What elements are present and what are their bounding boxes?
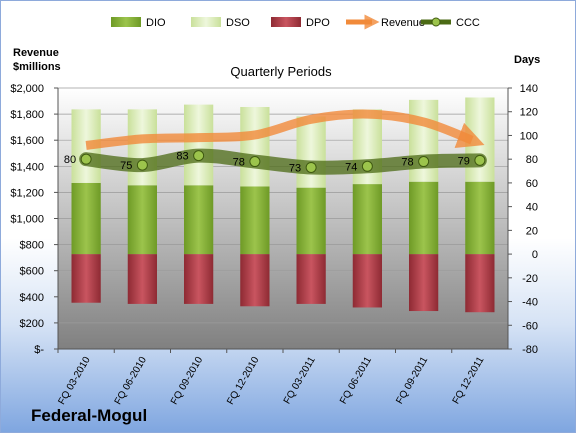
right-tick-label: 100 [520,130,538,142]
left-tick-label: $400 [20,292,44,304]
right-tick-label: 60 [526,178,538,190]
category-label: FQ 12-2010 [225,355,261,407]
dso-bar [240,106,270,187]
category-label: FQ 03-2010 [57,355,93,407]
left-tick-label: $1,400 [10,161,44,173]
dpo-bar [240,254,270,307]
revenue-line [85,109,485,150]
left-tick-label: $800 [20,240,44,252]
right-axis-label: Days [514,54,540,66]
left-tick-label: $1,000 [10,214,44,226]
dpo-bar [465,254,495,313]
ccc-data-label: 73 [289,162,301,174]
dso-bar [184,104,214,186]
ccc-data-label: 79 [458,155,470,167]
dio-bar [409,181,439,255]
ccc-point [80,153,92,165]
left-axis-label-line1: Revenue [13,47,59,59]
right-tick-label: -80 [522,344,538,356]
ccc-point [136,159,148,171]
dpo-bar [184,254,214,304]
dio-bar [71,182,101,255]
legend-label-dso: DSO [226,17,250,29]
dio-bar [296,187,326,255]
category-label: FQ 03-2011 [282,355,318,406]
legend-marker-ccc [431,17,441,27]
left-axis-label-line2: $millions [13,61,61,73]
dpo-bar [296,254,326,304]
dso-bar [409,99,439,182]
left-tick-label: $1,800 [10,109,44,121]
left-tick-label: $2,000 [10,83,44,95]
dpo-bar [71,254,101,303]
category-label: FQ 12-2011 [451,355,487,406]
category-label: FQ 06-2010 [113,355,149,407]
ccc-point [193,150,205,162]
legend-swatch-dpo [271,17,301,27]
ccc-data-label: 83 [176,151,188,163]
ccc-point [305,161,317,173]
ccc-point [418,156,430,168]
category-label: FQ 09-2011 [394,355,430,406]
right-tick-label: 20 [526,225,538,237]
dio-bar [184,185,214,255]
ccc-point [249,156,261,168]
dio-bar [465,181,495,255]
legend-swatch-dso [191,17,221,27]
ccc-data-label: 78 [401,157,413,169]
dpo-bar [127,254,157,304]
legend-swatch-dio [111,17,141,27]
right-tick-label: 140 [520,83,538,95]
chart-title: Quarterly Periods [230,64,332,79]
left-tick-label: $1,200 [10,187,44,199]
dio-bar [127,185,157,255]
legend: DIO DSO DPO Revenue CCC [111,14,480,30]
ccc-data-label: 80 [64,154,76,166]
left-tick-label: $- [34,344,44,356]
left-tick-label: $200 [20,318,44,330]
right-tick-label: 80 [526,154,538,166]
right-tick-label: -40 [522,297,538,309]
category-label: FQ 06-2011 [338,355,374,406]
lines: 80 75 83 78 73 74 78 79 [64,109,487,175]
ccc-data-label: 74 [345,161,357,173]
left-tick-label: $1,600 [10,135,44,147]
legend-label-revenue: Revenue [381,17,425,29]
right-tick-label: 40 [526,202,538,214]
dpo-bar [409,254,439,312]
legend-label-dio: DIO [146,17,166,29]
dso-bar [127,109,157,186]
legend-label-ccc: CCC [456,17,480,29]
dso-bar [296,116,326,188]
dio-bar [352,184,382,255]
ccc-point [474,154,486,166]
right-tick-label: 0 [532,249,538,261]
ccc-point [361,160,373,172]
right-tick-label: -60 [522,320,538,332]
category-label: FQ 09-2010 [169,355,205,407]
left-tick-label: $600 [20,266,44,278]
company-name: Federal-Mogul [31,406,148,425]
right-tick-label: 120 [520,107,538,119]
dpo-bar [352,254,382,308]
right-tick-label: -20 [522,273,538,285]
dio-bar [240,186,270,255]
legend-label-dpo: DPO [306,17,330,29]
ccc-data-label: 75 [120,160,132,172]
ccc-data-label: 78 [233,157,245,169]
